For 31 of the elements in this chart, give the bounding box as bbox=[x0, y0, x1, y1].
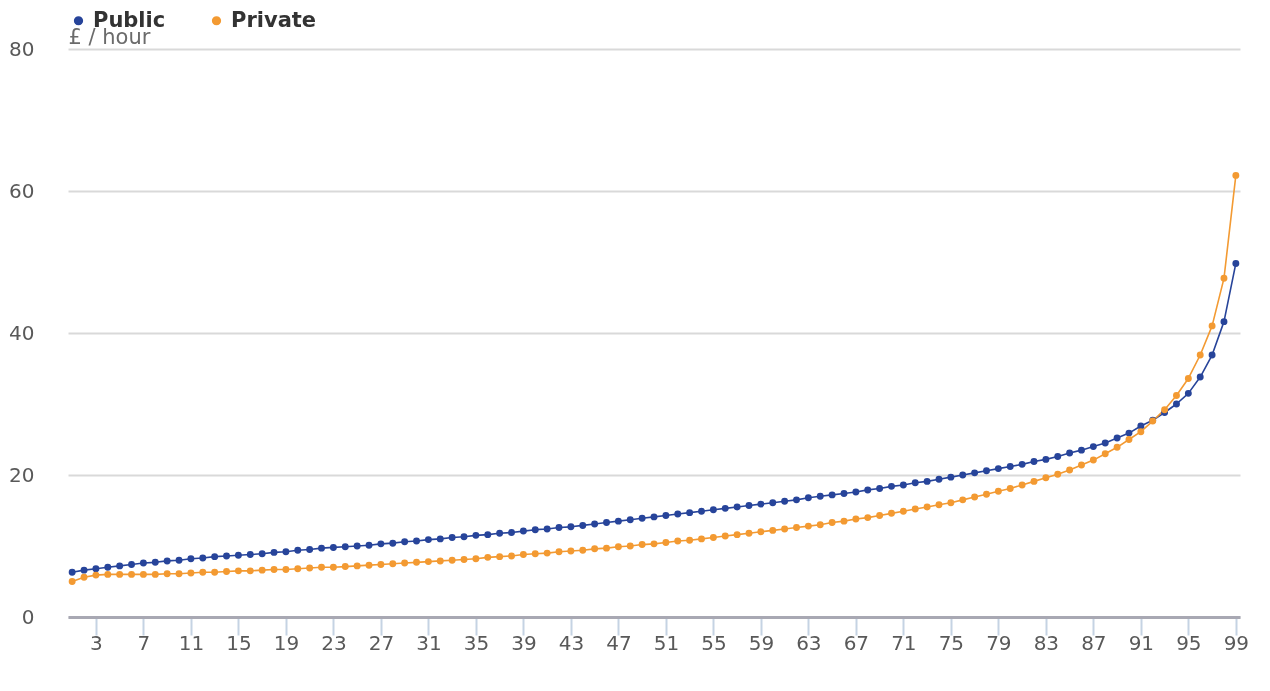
y-tick-label: 40 bbox=[9, 320, 35, 345]
x-tick-label: 23 bbox=[321, 630, 347, 655]
x-tick-label: 27 bbox=[368, 630, 395, 655]
x-tick-label: 75 bbox=[938, 630, 965, 655]
x-tick-label: 71 bbox=[891, 630, 917, 655]
y-tick-label: 60 bbox=[9, 178, 35, 203]
x-tick-label: 11 bbox=[178, 630, 205, 655]
x-tick-label: 15 bbox=[226, 630, 252, 655]
y-tick-label: 0 bbox=[21, 604, 35, 629]
x-tick-label: 39 bbox=[511, 630, 537, 655]
x-tick-label: 51 bbox=[653, 630, 680, 655]
x-tick-label: 67 bbox=[843, 630, 870, 655]
x-tick-label: 7 bbox=[137, 630, 151, 655]
x-tick-label: 63 bbox=[796, 630, 822, 655]
legend-label: Private bbox=[231, 7, 317, 32]
x-tick-label: 31 bbox=[416, 630, 442, 655]
x-tick-label: 19 bbox=[273, 630, 300, 655]
x-tick-label: 59 bbox=[748, 630, 775, 655]
x-tick-label: 83 bbox=[1033, 630, 1060, 655]
y-tick-label: 20 bbox=[9, 462, 35, 487]
y-tick-label: 80 bbox=[9, 36, 35, 61]
x-tick-label: 55 bbox=[701, 630, 727, 655]
x-tick-label: 91 bbox=[1128, 630, 1155, 655]
x-tick-label: 99 bbox=[1223, 630, 1250, 655]
x-tick-label: 47 bbox=[606, 630, 632, 655]
x-tick-label: 43 bbox=[558, 630, 585, 655]
x-tick-label: 87 bbox=[1081, 630, 1107, 655]
x-tick-label: 35 bbox=[463, 630, 490, 655]
x-tick-label: 79 bbox=[986, 630, 1012, 655]
x-tick-label: 3 bbox=[90, 630, 103, 655]
x-tick-label: 95 bbox=[1176, 630, 1202, 655]
